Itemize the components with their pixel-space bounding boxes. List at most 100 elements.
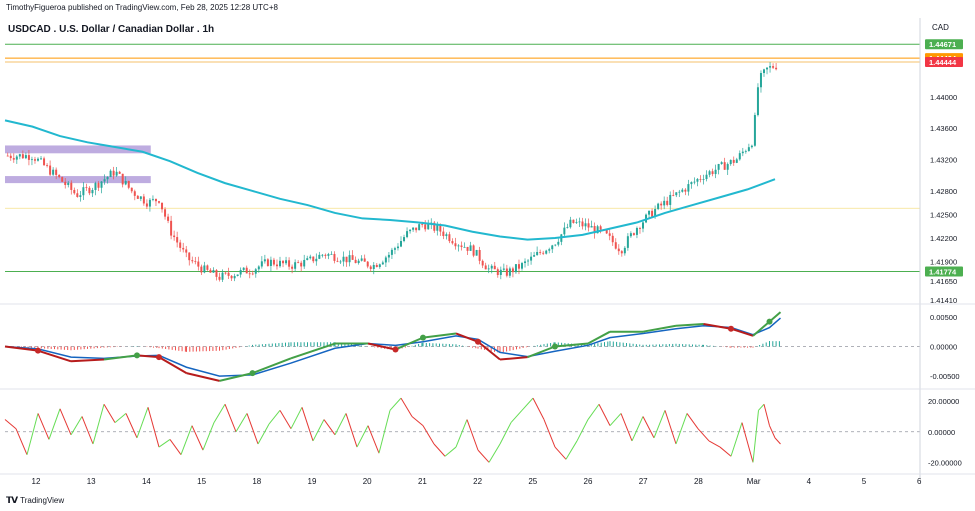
candle-body [400, 241, 402, 247]
candle-body [112, 170, 115, 176]
macd-line-segment [554, 342, 589, 348]
macd-line-segment [103, 354, 138, 361]
candle-body [705, 174, 708, 180]
oscillator-segment [290, 407, 303, 429]
candle-body [475, 250, 478, 256]
candle-body [167, 216, 170, 221]
resistance-zone [5, 145, 151, 154]
candle-body [675, 192, 678, 196]
oscillator-segment [301, 407, 314, 442]
candle-body [348, 255, 351, 263]
candle-body [478, 250, 481, 261]
candle-body [566, 227, 569, 229]
candle-body [775, 67, 778, 70]
oscillator-segment [433, 443, 446, 457]
oscillator-segment [158, 439, 171, 448]
candle-body [366, 261, 369, 267]
candle-body [623, 247, 626, 254]
macd-line-segment [422, 332, 457, 339]
macd-line-segment [186, 372, 220, 382]
macd-line-segment [527, 345, 556, 359]
candle-body [723, 162, 726, 170]
candle-body [212, 270, 215, 273]
candle-body [173, 235, 176, 238]
candle-body [599, 226, 602, 230]
candle-body [303, 259, 306, 267]
candle-body [763, 69, 765, 74]
candle-body [33, 159, 36, 161]
candle-body [548, 249, 551, 251]
candle-body [251, 273, 254, 275]
x-tick-label: 13 [87, 477, 96, 486]
candle-body [539, 251, 542, 253]
oscillator-segment [213, 403, 226, 423]
oscillator-segment [631, 416, 644, 442]
tradingview-brand[interactable]: 𝗧𝗩 TradingView [6, 495, 64, 506]
candle-body [275, 264, 278, 267]
candle-body [49, 165, 52, 175]
candle-body [575, 222, 578, 224]
price-tick-label: 1.41900 [930, 258, 957, 267]
candle-body [85, 187, 88, 189]
candle-body [248, 273, 251, 275]
candle-body [732, 159, 735, 163]
candle-body [148, 199, 151, 207]
oscillator-segment [180, 425, 193, 455]
candle-body [294, 262, 297, 269]
candle-body [209, 269, 212, 273]
macd-tick-label: -0.00500 [930, 372, 960, 381]
candle-body [133, 191, 136, 196]
candle-body [97, 183, 100, 188]
candle-body [67, 182, 70, 185]
candle-body [297, 262, 300, 264]
crossover-dot [728, 325, 734, 332]
candle-body [306, 258, 309, 260]
candle-body [236, 274, 239, 277]
oscillator-segment [81, 416, 94, 445]
price-tick-label: 1.43600 [930, 124, 957, 133]
price-label-box [925, 57, 963, 68]
candle-body [439, 225, 442, 232]
currency-label: CAD [932, 23, 949, 32]
crossover-dot [392, 346, 399, 353]
oscillator-segment [565, 440, 578, 460]
oscillator-segment [257, 423, 270, 445]
price-tick-label: 1.41650 [930, 277, 957, 286]
candle-body [242, 267, 245, 270]
candle-body [620, 251, 623, 254]
oscillator-segment [769, 425, 776, 439]
candle-body [527, 260, 530, 262]
oscillator-segment [477, 449, 490, 463]
candle-body [436, 225, 439, 231]
candle-body [203, 265, 206, 273]
x-tick-label: 12 [32, 477, 41, 486]
oscillator-segment [323, 419, 336, 436]
candle-body [521, 263, 523, 269]
candle-body [333, 253, 336, 261]
candle-body [6, 155, 9, 157]
candle-body [351, 255, 354, 260]
macd-tick-label: 0.00500 [930, 313, 957, 322]
candle-body [233, 276, 236, 279]
candle-body [463, 246, 466, 248]
crossover-dot [249, 370, 256, 377]
candle-body [179, 242, 182, 248]
x-tick-label: 14 [142, 477, 151, 486]
macd-line-segment [395, 336, 424, 351]
crossover-dot [475, 338, 481, 345]
x-tick-label: 27 [639, 477, 648, 486]
osc-tick-label: 20.00000 [928, 397, 959, 406]
oscillator-segment [758, 403, 765, 411]
x-tick-label: 26 [584, 477, 593, 486]
oscillator-segment [697, 428, 710, 442]
candle-body [342, 256, 345, 262]
candle-body [354, 259, 357, 264]
macd-line-segment [4, 345, 39, 352]
oscillator-segment [26, 413, 39, 455]
signal-line [4, 317, 781, 377]
x-tick-label: 18 [252, 477, 261, 486]
oscillator-segment [378, 410, 391, 454]
candle-body [530, 256, 533, 261]
oscillator-segment [389, 397, 402, 411]
candle-body [672, 194, 675, 196]
